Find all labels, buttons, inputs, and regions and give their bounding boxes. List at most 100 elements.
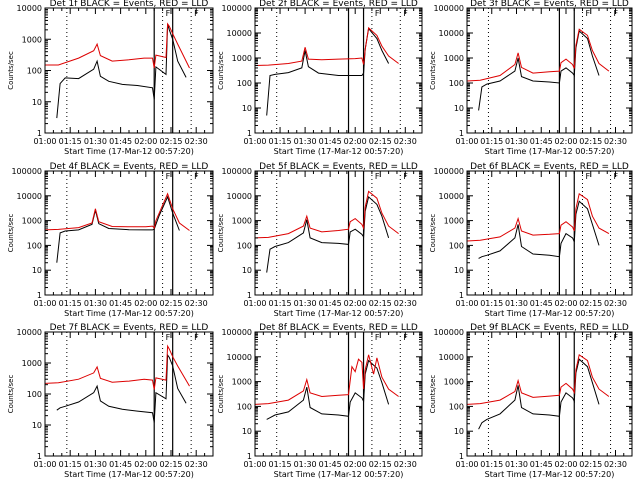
y-tick-label: 100	[27, 241, 42, 250]
y-tick-label: 1	[459, 129, 464, 138]
y-tick-label: 100	[237, 402, 252, 411]
x-tick-label: 01:30	[84, 137, 107, 146]
y-tick-label: 10	[32, 98, 42, 107]
x-tick-label: 02:30	[185, 137, 208, 146]
x-tick-label: 02:15	[369, 137, 392, 146]
x-tick-label: 01:00	[33, 299, 56, 308]
series-events-line	[478, 200, 600, 259]
y-tick-label: 1000	[22, 35, 42, 44]
y-tick-label: 100	[449, 241, 464, 250]
x-tick-label: 01:00	[33, 137, 56, 146]
x-tick-label: 01:15	[269, 137, 292, 146]
y-tick-label: 10000	[17, 192, 42, 201]
panel-title: Det 7f BLACK = Events, RED = LLD	[50, 323, 209, 333]
x-tick-label: 02:30	[394, 137, 417, 146]
y-tick-label: 10	[454, 427, 464, 436]
annotation-flag: F	[166, 172, 171, 181]
series-lld-line	[254, 26, 399, 66]
y-tick-label: 100000	[433, 328, 464, 337]
y-tick-label: 100000	[221, 328, 252, 337]
y-tick-label: 10000	[17, 328, 42, 337]
series-events-line	[56, 24, 187, 119]
x-tick-label: 01:15	[59, 460, 82, 469]
annotation-flag: F	[166, 9, 171, 18]
y-tick-label: 100000	[221, 4, 252, 13]
x-tick-label: 02:30	[604, 137, 627, 146]
y-tick-label: 1000	[232, 54, 252, 63]
y-tick-label: 10	[32, 421, 42, 430]
series-lld-line	[44, 192, 190, 231]
x-tick-label: 01:45	[319, 137, 342, 146]
y-tick-label: 10000	[439, 29, 464, 38]
annotation-flag: F	[614, 9, 619, 18]
y-tick-label: 1000	[444, 378, 464, 387]
y-tick-label: 1000	[232, 217, 252, 226]
x-tick-label: 02:15	[159, 460, 182, 469]
x-tick-label: 01:30	[505, 137, 528, 146]
x-tick-label: 02:15	[579, 137, 602, 146]
x-axis-label: Start Time (17-Mar-12 00:57:20)	[64, 147, 194, 156]
detector-panel-7: Det 7f BLACK = Events, RED = LLDFF110100…	[7, 323, 214, 479]
x-tick-label: 02:00	[344, 299, 367, 308]
x-tick-label: 02:00	[344, 460, 367, 469]
x-tick-label: 01:15	[59, 299, 82, 308]
detector-panel-5: Det 5f BLACK = Events, RED = LLDFF110100…	[217, 162, 423, 318]
annotation-flag: F	[166, 333, 171, 342]
y-axis-label: Counts/sec	[429, 375, 437, 414]
y-tick-label: 100000	[221, 167, 252, 176]
annotation-flag: F	[586, 9, 591, 18]
y-tick-label: 10000	[227, 192, 252, 201]
y-tick-label: 1	[37, 129, 42, 138]
y-tick-label: 10000	[439, 192, 464, 201]
series-lld-line	[466, 28, 610, 82]
annotation-flag: F	[614, 333, 619, 342]
x-tick-label: 02:00	[134, 460, 157, 469]
x-tick-label: 01:00	[455, 137, 478, 146]
y-tick-label: 100	[27, 67, 42, 76]
x-tick-label: 02:00	[554, 460, 577, 469]
y-axis-label: Counts/sec	[7, 51, 15, 90]
y-tick-label: 10000	[439, 353, 464, 362]
y-tick-label: 1000	[444, 54, 464, 63]
y-tick-label: 100000	[433, 167, 464, 176]
x-tick-label: 02:00	[134, 299, 157, 308]
x-tick-label: 01:00	[243, 137, 266, 146]
panel-title: Det 1f BLACK = Events, RED = LLD	[50, 0, 209, 9]
x-tick-label: 01:00	[243, 299, 266, 308]
y-tick-label: 1	[247, 452, 252, 461]
y-tick-label: 1	[459, 452, 464, 461]
annotation-flag: F	[375, 172, 380, 181]
y-tick-label: 1	[37, 452, 42, 461]
x-tick-label: 01:45	[319, 299, 342, 308]
y-tick-label: 100	[449, 402, 464, 411]
y-axis-label: Counts/sec	[429, 214, 437, 253]
x-tick-label: 02:15	[159, 299, 182, 308]
series-lld-line	[45, 22, 190, 69]
x-tick-label: 01:45	[109, 137, 132, 146]
x-tick-label: 02:15	[579, 460, 602, 469]
x-tick-label: 01:15	[59, 137, 82, 146]
x-tick-label: 02:15	[369, 299, 392, 308]
x-tick-label: 01:15	[480, 460, 503, 469]
annotation-flag: F	[614, 172, 619, 181]
x-tick-label: 01:30	[84, 299, 107, 308]
x-tick-label: 01:00	[33, 460, 56, 469]
y-tick-label: 100000	[433, 4, 464, 13]
y-axis-label: Counts/sec	[429, 51, 437, 90]
x-tick-label: 01:15	[480, 299, 503, 308]
x-axis-label: Start Time (17-Mar-12 00:57:20)	[64, 309, 194, 318]
y-tick-label: 1	[247, 291, 252, 300]
x-tick-label: 02:00	[134, 137, 157, 146]
panel-title: Det 8f BLACK = Events, RED = LLD	[259, 323, 418, 333]
y-tick-label: 1000	[232, 378, 252, 387]
y-tick-label: 1	[459, 291, 464, 300]
y-tick-label: 1000	[22, 217, 42, 226]
panel-title: Det 3f BLACK = Events, RED = LLD	[470, 0, 629, 9]
x-tick-label: 01:00	[455, 299, 478, 308]
x-tick-label: 02:00	[554, 137, 577, 146]
x-axis-label: Start Time (17-Mar-12 00:57:20)	[485, 147, 615, 156]
annotation-flag: F	[586, 333, 591, 342]
